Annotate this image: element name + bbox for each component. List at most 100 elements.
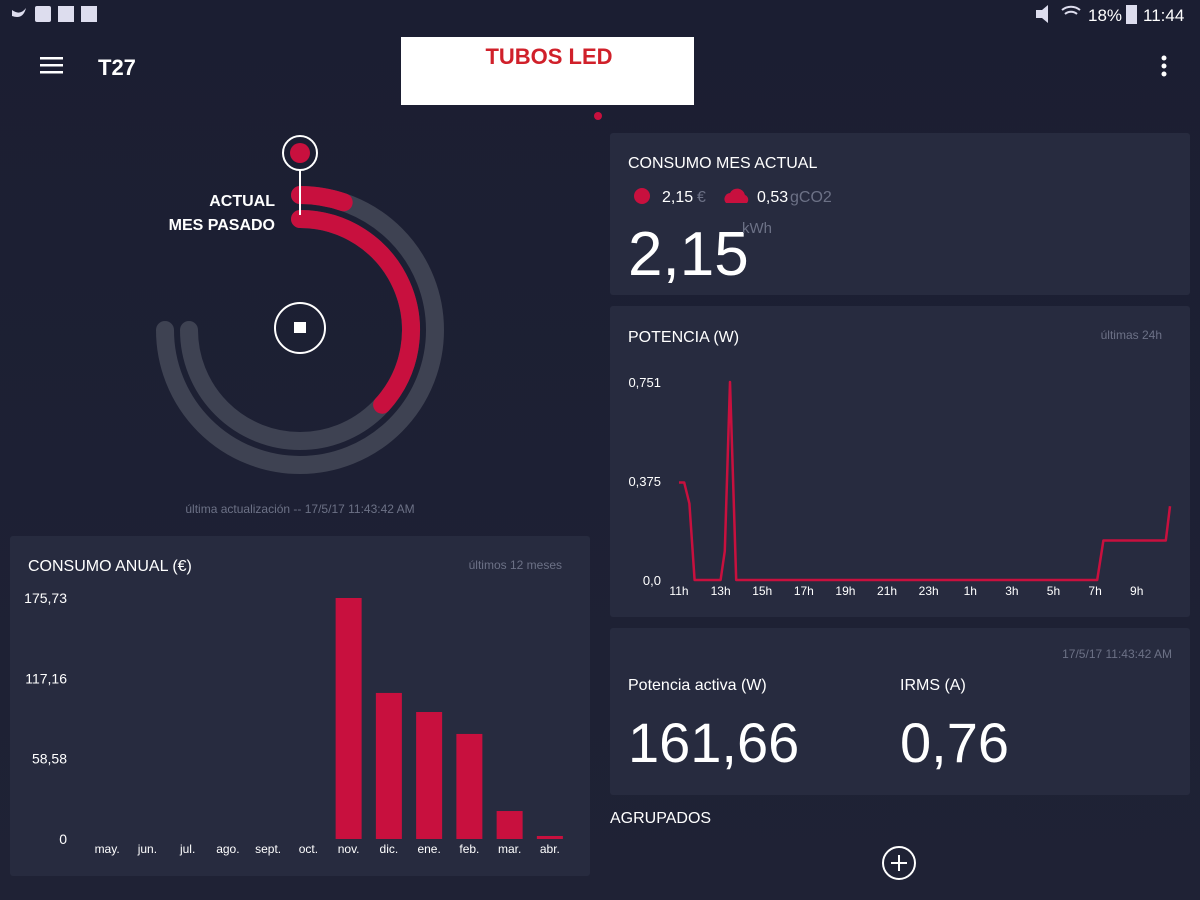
menu-line	[40, 57, 63, 60]
app-icon	[81, 6, 97, 22]
add-plus	[891, 855, 907, 871]
ring-arc	[291, 210, 420, 414]
x-tick-label: dic.	[380, 842, 399, 856]
cost-icon	[634, 188, 650, 204]
x-tick-label: abr.	[540, 842, 560, 856]
co2-icon	[724, 188, 749, 203]
x-tick-label: 21h	[877, 584, 897, 598]
x-tick-label: sept.	[255, 842, 281, 856]
x-tick-label: ene.	[417, 842, 440, 856]
y-tick-label: 0	[59, 831, 67, 847]
last-update: última actualización -- 17/5/17 11:43:42…	[185, 502, 414, 516]
dot	[1161, 71, 1167, 77]
battery-percent: 18%	[1088, 6, 1122, 25]
card-title: POTENCIA (W)	[628, 329, 739, 346]
y-tick-label: 0,751	[628, 375, 661, 390]
bar	[335, 598, 362, 839]
x-tick-label: may.	[95, 842, 120, 856]
card-title: CONSUMO ANUAL (€)	[28, 558, 192, 575]
card-subtitle: últimos 12 meses	[469, 558, 562, 572]
ring-arc	[291, 186, 353, 212]
bar	[456, 733, 483, 839]
ring-track	[156, 186, 444, 474]
power-card	[610, 306, 1190, 617]
more-button[interactable]	[1161, 55, 1167, 77]
y-tick-label: 0,375	[628, 474, 661, 489]
x-tick-label: feb.	[459, 842, 479, 856]
line-chart: 0,0 0,375 0,751 11h 13h 15h 17h 19h 21h 23h 1h 3h 5h…	[628, 375, 1172, 598]
app-title: T27	[98, 55, 136, 80]
co2-value: 0,53	[757, 189, 788, 206]
x-tick-label: 9h	[1130, 584, 1143, 598]
app-icon	[58, 6, 74, 22]
x-tick-label: ago.	[216, 842, 239, 856]
x-tick-label: 23h	[919, 584, 939, 598]
x-tick-label: jul.	[179, 842, 195, 856]
x-tick-label: jun.	[137, 842, 157, 856]
cost-unit: €	[697, 189, 706, 206]
y-tick-label: 117,16	[25, 670, 67, 686]
cost-value: 2,15	[662, 189, 693, 206]
dot	[1161, 55, 1167, 61]
co2-unit: gCO2	[790, 189, 832, 206]
x-tick-label: 19h	[835, 584, 855, 598]
overlay-label: TUBOS LED	[485, 44, 612, 69]
bar	[496, 811, 523, 839]
mute-icon	[1036, 5, 1048, 23]
x-tick-label: 13h	[711, 584, 731, 598]
timestamp: 17/5/17 11:43:42 AM	[1062, 647, 1172, 661]
meter-icon-core	[290, 143, 310, 163]
menu-line	[40, 71, 63, 74]
live-card	[610, 628, 1190, 795]
menu-button[interactable]	[40, 57, 63, 74]
add-button[interactable]	[882, 846, 916, 880]
status-bar: 18% 11:44	[12, 5, 1184, 25]
device-icon	[274, 302, 326, 354]
x-tick-label: 3h	[1005, 584, 1018, 598]
power-value: 161,66	[628, 711, 799, 774]
bar	[375, 692, 402, 839]
bar-chart: 0 58,58 117,16 175,73 may. jun. jul. ago. sept. o…	[24, 590, 563, 856]
x-tick-label: 5h	[1047, 584, 1060, 598]
x-tick-label: 17h	[794, 584, 814, 598]
page-indicator	[594, 112, 602, 120]
twitter-icon	[12, 8, 26, 17]
irms-value: 0,76	[900, 711, 1009, 774]
card-title: CONSUMO MES ACTUAL	[628, 155, 817, 172]
overlay-box	[401, 37, 694, 105]
x-tick-label: 7h	[1088, 584, 1101, 598]
menu-line	[40, 64, 63, 67]
y-tick-label: 58,58	[32, 751, 67, 767]
card-subtitle: últimas 24h	[1101, 328, 1162, 342]
app-icon	[35, 6, 51, 22]
x-tick-label: 11h	[669, 584, 688, 598]
wifi-icon	[1061, 5, 1081, 15]
x-tick-label: oct.	[299, 842, 318, 856]
clock: 11:44	[1143, 6, 1184, 25]
bar	[536, 835, 563, 839]
annual-card	[10, 536, 590, 876]
irms-label: IRMS (A)	[900, 677, 966, 694]
energy-unit: kWh	[742, 220, 772, 237]
ring-label: ACTUAL	[209, 193, 275, 210]
energy-value: 2,15	[628, 220, 749, 289]
power-line	[679, 380, 1172, 582]
add-circle	[882, 846, 916, 880]
device-glyph	[294, 322, 306, 333]
x-tick-label: mar.	[498, 842, 521, 856]
dot	[1161, 63, 1167, 69]
groups-title: AGRUPADOS	[610, 810, 711, 827]
x-tick-label: 15h	[752, 584, 772, 598]
battery-icon	[1126, 5, 1137, 24]
bar	[416, 712, 443, 839]
y-tick-label: 175,73	[24, 590, 67, 606]
ring-label: MES PASADO	[169, 217, 275, 234]
y-tick-label: 0,0	[643, 573, 661, 588]
power-label: Potencia activa (W)	[628, 677, 767, 694]
month-card	[610, 133, 1190, 295]
x-tick-label: nov.	[338, 842, 360, 856]
x-tick-label: 1h	[964, 584, 977, 598]
donut-chart: ACTUAL MES PASADO	[156, 135, 444, 474]
